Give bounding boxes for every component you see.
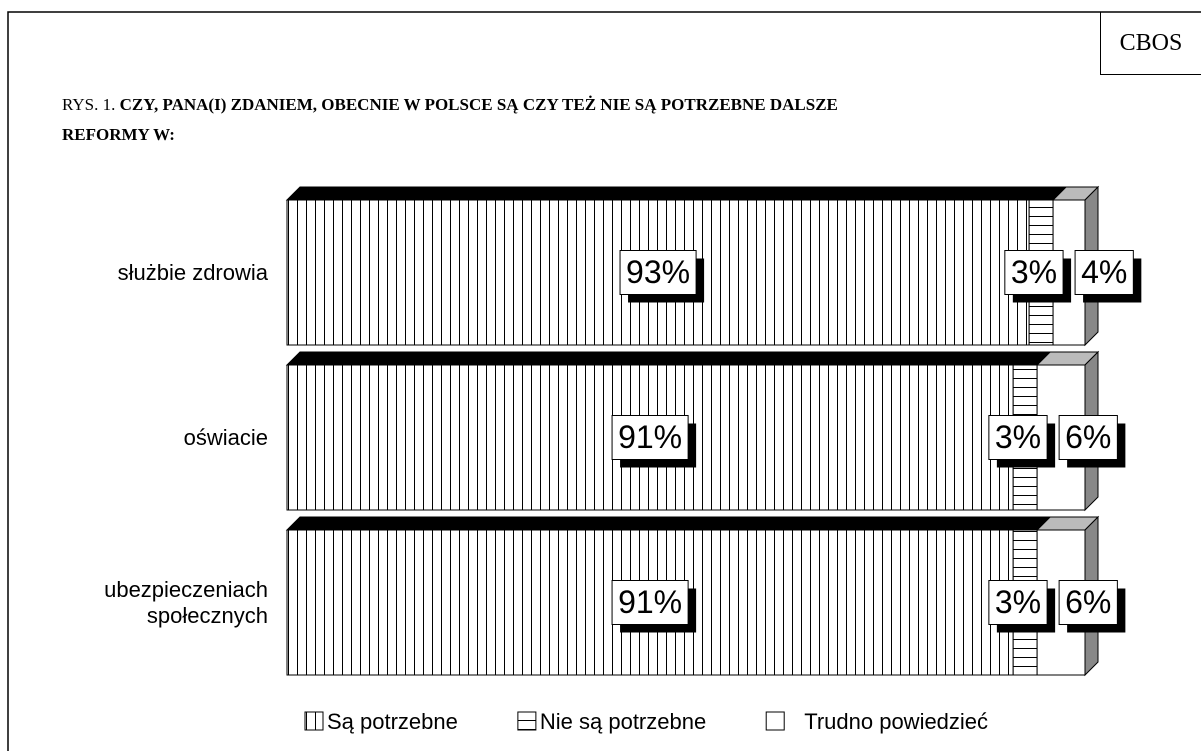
value-label: 93% <box>626 254 690 290</box>
label-box <box>611 415 689 460</box>
frame <box>7 11 1201 751</box>
legend-swatch <box>765 711 785 731</box>
legend-label: Trudno powiedzieć <box>804 709 988 734</box>
value-label: 6% <box>1065 584 1111 620</box>
badge: CBOS <box>1100 12 1201 75</box>
bar-top <box>285 516 1028 531</box>
value-label: 91% <box>618 584 682 620</box>
value-label: 3% <box>995 584 1041 620</box>
label-box <box>1004 250 1064 295</box>
value-label: 91% <box>618 419 682 455</box>
title: CZY, PANA(I) ZDANIEM, OBECNIE W POLSCE S… <box>62 95 838 144</box>
category-label: służbie zdrowia <box>117 259 268 285</box>
value-label: 6% <box>1065 419 1111 455</box>
chart-title: RYS. 1. CZY, PANA(I) ZDANIEM, OBECNIE W … <box>62 90 922 150</box>
label-box <box>619 250 697 295</box>
legend-label: Nie są potrzebne <box>540 709 706 734</box>
value-label: 3% <box>1011 254 1057 290</box>
category-label: ubezpieczeniach społecznych <box>104 576 268 628</box>
label-box <box>611 580 689 625</box>
label-box <box>988 580 1048 625</box>
legend-swatch <box>304 711 324 731</box>
label-box <box>1058 415 1118 460</box>
legend-label: Są potrzebne <box>327 709 458 734</box>
bar-top <box>285 351 1028 366</box>
label-box <box>1074 250 1134 295</box>
label-box <box>988 415 1048 460</box>
figure-label: RYS. 1. <box>62 95 116 114</box>
category-label: oświacie <box>183 424 268 450</box>
bar-top <box>285 186 1044 201</box>
label-box <box>1058 580 1118 625</box>
value-label: 3% <box>995 419 1041 455</box>
legend-swatch <box>517 711 537 731</box>
value-label: 4% <box>1081 254 1127 290</box>
